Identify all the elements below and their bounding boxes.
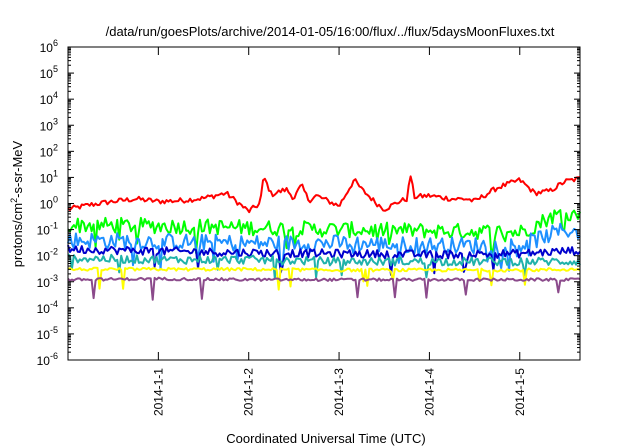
- series-line-3: [67, 222, 581, 272]
- y-tick-base: 10: [37, 224, 51, 238]
- series-line-4: [67, 244, 581, 276]
- axes: 10-610-510-410-310-210-11001011021031041…: [37, 38, 581, 416]
- y-tick-label: 102: [40, 142, 58, 159]
- y-tick-exponent: 4: [53, 90, 58, 100]
- y-tick-base: 10: [40, 171, 54, 185]
- y-axis-label-text: protons/cm2-s-sr-MeV: [9, 140, 25, 267]
- chart-title: /data/run/goesPlots/archive/2014-01-05/1…: [106, 24, 555, 39]
- y-tick-label: 105: [40, 64, 58, 81]
- y-tick-exponent: -2: [50, 247, 58, 257]
- series-line-2: [67, 209, 581, 256]
- y-tick-exponent: 5: [53, 64, 58, 74]
- y-tick-label: 106: [40, 38, 58, 55]
- y-tick-label: 10-2: [37, 247, 58, 264]
- y-tick-base: 10: [37, 354, 51, 368]
- y-tick-exponent: 3: [53, 116, 58, 126]
- y-tick-exponent: 6: [53, 38, 58, 48]
- y-tick-label: 104: [40, 90, 58, 107]
- y-tick-base: 10: [40, 93, 54, 107]
- y-tick-base: 10: [40, 145, 54, 159]
- x-tick-label: 2014-1-4: [422, 368, 436, 416]
- y-tick-exponent: 0: [53, 195, 58, 205]
- y-tick-base: 10: [40, 198, 54, 212]
- series-line-6: [67, 266, 581, 291]
- y-tick-exponent: -4: [50, 299, 58, 309]
- y-tick-exponent: -6: [50, 351, 58, 361]
- y-tick-exponent: 1: [53, 168, 58, 178]
- series-line-1: [67, 175, 581, 214]
- x-tick-label: 2014-1-2: [242, 368, 256, 416]
- y-tick-label: 101: [40, 168, 58, 185]
- y-tick-exponent: -3: [50, 273, 58, 283]
- y-tick-label: 10-1: [37, 221, 58, 238]
- y-tick-base: 10: [37, 302, 51, 316]
- y-tick-label: 10-5: [37, 325, 58, 342]
- x-tick-label: 2014-1-1: [151, 368, 165, 416]
- y-tick-base: 10: [37, 250, 51, 264]
- y-tick-label: 100: [40, 195, 58, 212]
- y-tick-base: 10: [37, 328, 51, 342]
- y-axis-label: protons/cm2-s-sr-MeV: [9, 140, 25, 267]
- y-tick-exponent: 2: [53, 142, 58, 152]
- y-tick-exponent: -5: [50, 325, 58, 335]
- y-tick-base: 10: [40, 119, 54, 133]
- series-line-7: [67, 276, 581, 301]
- plot-frame: [67, 46, 581, 361]
- y-tick-base: 10: [40, 67, 54, 81]
- y-tick-label: 103: [40, 116, 58, 133]
- x-tick-label: 2014-1-5: [513, 368, 527, 416]
- y-tick-base: 10: [37, 276, 51, 290]
- series-layer: [67, 175, 581, 301]
- x-axis-label: Coordinated Universal Time (UTC): [226, 431, 425, 446]
- y-tick-exponent: -1: [50, 221, 58, 231]
- x-tick-label: 2014-1-3: [332, 368, 346, 416]
- y-tick-base: 10: [40, 41, 54, 55]
- y-tick-label: 10-3: [37, 273, 58, 290]
- series-line-5: [67, 253, 581, 280]
- y-tick-label: 10-4: [37, 299, 58, 316]
- y-tick-label: 10-6: [37, 351, 58, 368]
